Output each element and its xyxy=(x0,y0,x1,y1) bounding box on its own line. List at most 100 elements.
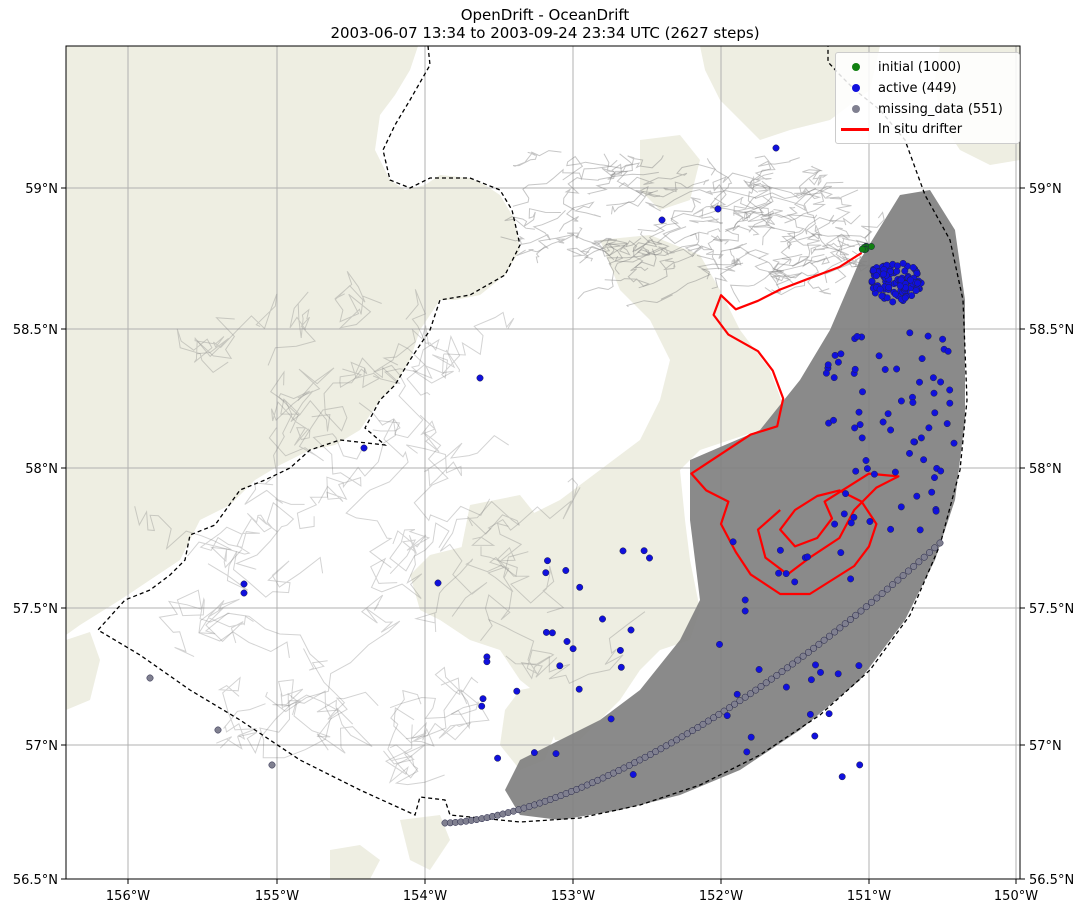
active-marker xyxy=(831,351,839,359)
active-marker xyxy=(897,397,905,405)
active-marker xyxy=(619,547,627,555)
trajectory-line xyxy=(743,155,776,193)
active-marker xyxy=(837,549,845,557)
active-marker xyxy=(741,607,749,615)
active-marker xyxy=(478,702,486,710)
active-marker xyxy=(910,438,918,446)
trajectory-line xyxy=(601,153,645,206)
particle-markers xyxy=(146,144,958,827)
trajectory-line xyxy=(405,689,490,741)
lat-tick-label-right: 56.5°N xyxy=(1029,873,1074,888)
missing-data-marker xyxy=(694,724,702,731)
active-marker xyxy=(906,276,914,284)
active-marker xyxy=(576,583,584,591)
active-marker xyxy=(850,513,858,521)
missing-data-marker xyxy=(931,544,939,552)
trajectory-line xyxy=(645,189,757,212)
trajectory-line xyxy=(384,707,445,786)
active-marker xyxy=(856,761,864,769)
active-marker xyxy=(830,374,838,382)
active-marker xyxy=(897,503,905,511)
trajectory-line xyxy=(410,676,479,747)
active-marker xyxy=(901,267,909,275)
lat-tick-label-right: 57.5°N xyxy=(1029,602,1074,617)
trajectory-line xyxy=(414,546,518,633)
missing-data-marker xyxy=(768,675,775,683)
active-marker xyxy=(880,270,887,278)
missing-data-marker xyxy=(889,581,897,589)
active-marker xyxy=(556,662,564,670)
active-marker xyxy=(563,638,571,645)
active-marker xyxy=(834,358,842,366)
active-marker xyxy=(646,554,653,562)
trajectory-line xyxy=(710,188,834,210)
active-marker xyxy=(937,467,945,475)
active-marker xyxy=(629,771,637,778)
active-marker xyxy=(775,569,783,577)
active-marker xyxy=(906,449,913,457)
trajectory-line xyxy=(774,250,870,279)
land-area-6 xyxy=(330,845,380,879)
missing-data-marker xyxy=(910,562,918,570)
active-marker xyxy=(901,294,909,302)
active-marker xyxy=(240,580,248,588)
active-marker xyxy=(906,329,914,337)
trajectory-line xyxy=(736,206,783,233)
trajectory-line xyxy=(614,226,687,275)
green-dot-icon xyxy=(852,63,860,71)
active-marker xyxy=(929,374,937,382)
active-marker xyxy=(885,284,893,291)
land-area-4 xyxy=(410,235,785,740)
trajectory-line xyxy=(807,256,832,295)
missing-data-marker xyxy=(715,710,723,718)
axis-ticks: 156°W 155°W 154°W 153°W 152°W 151°W 150°W56.5°… xyxy=(13,182,1074,904)
trajectory-line xyxy=(244,370,305,505)
trajectory-line xyxy=(389,666,471,730)
active-marker xyxy=(909,399,917,406)
missing-data-marker xyxy=(836,624,844,632)
missing-data-marker xyxy=(789,660,797,668)
trajectory-line xyxy=(194,293,278,358)
trajectory-line xyxy=(562,171,659,211)
trajectory-line xyxy=(504,208,561,230)
lat-tick-label-left: 57°N xyxy=(25,739,58,754)
active-marker xyxy=(804,553,811,561)
active-marker xyxy=(434,579,442,587)
missing-data-marker xyxy=(915,558,923,566)
active-marker xyxy=(899,259,907,267)
active-marker xyxy=(939,335,947,343)
lon-tick-label: 150°W xyxy=(994,889,1038,904)
active-marker xyxy=(714,205,722,213)
active-marker xyxy=(830,416,837,424)
missing-data-marker xyxy=(725,704,733,712)
missing-data-marker xyxy=(704,717,712,725)
initial-marker xyxy=(858,245,866,253)
active-marker xyxy=(569,645,577,653)
missing-data-marker xyxy=(757,683,765,690)
trajectory-line xyxy=(637,201,752,232)
active-marker xyxy=(658,216,666,224)
active-marker xyxy=(791,578,799,586)
active-marker xyxy=(889,298,897,306)
missing-data-marker xyxy=(825,632,833,640)
lat-tick-label-left: 59°N xyxy=(25,182,58,197)
active-marker xyxy=(723,712,731,720)
trajectory-line xyxy=(604,248,657,287)
active-marker xyxy=(851,424,859,432)
title-line-2: 2003-06-07 13:34 to 2003-09-24 23:34 UTC… xyxy=(330,24,760,42)
trajectory-line xyxy=(267,291,317,366)
lat-tick-label-right: 58°N xyxy=(1029,462,1062,477)
missing-data-marker xyxy=(904,567,912,575)
missing-data-marker xyxy=(926,549,933,556)
active-marker xyxy=(881,366,889,373)
active-marker xyxy=(483,658,491,666)
trajectory-line xyxy=(732,192,823,220)
trajectory-line xyxy=(696,242,747,270)
land-layer xyxy=(66,46,1020,879)
missing-data-marker xyxy=(736,697,744,705)
active-marker xyxy=(916,526,924,534)
active-marker xyxy=(822,369,830,377)
trajectory-line xyxy=(724,180,772,233)
active-marker xyxy=(920,456,928,464)
legend-label-drifter: In situ drifter xyxy=(878,121,963,137)
